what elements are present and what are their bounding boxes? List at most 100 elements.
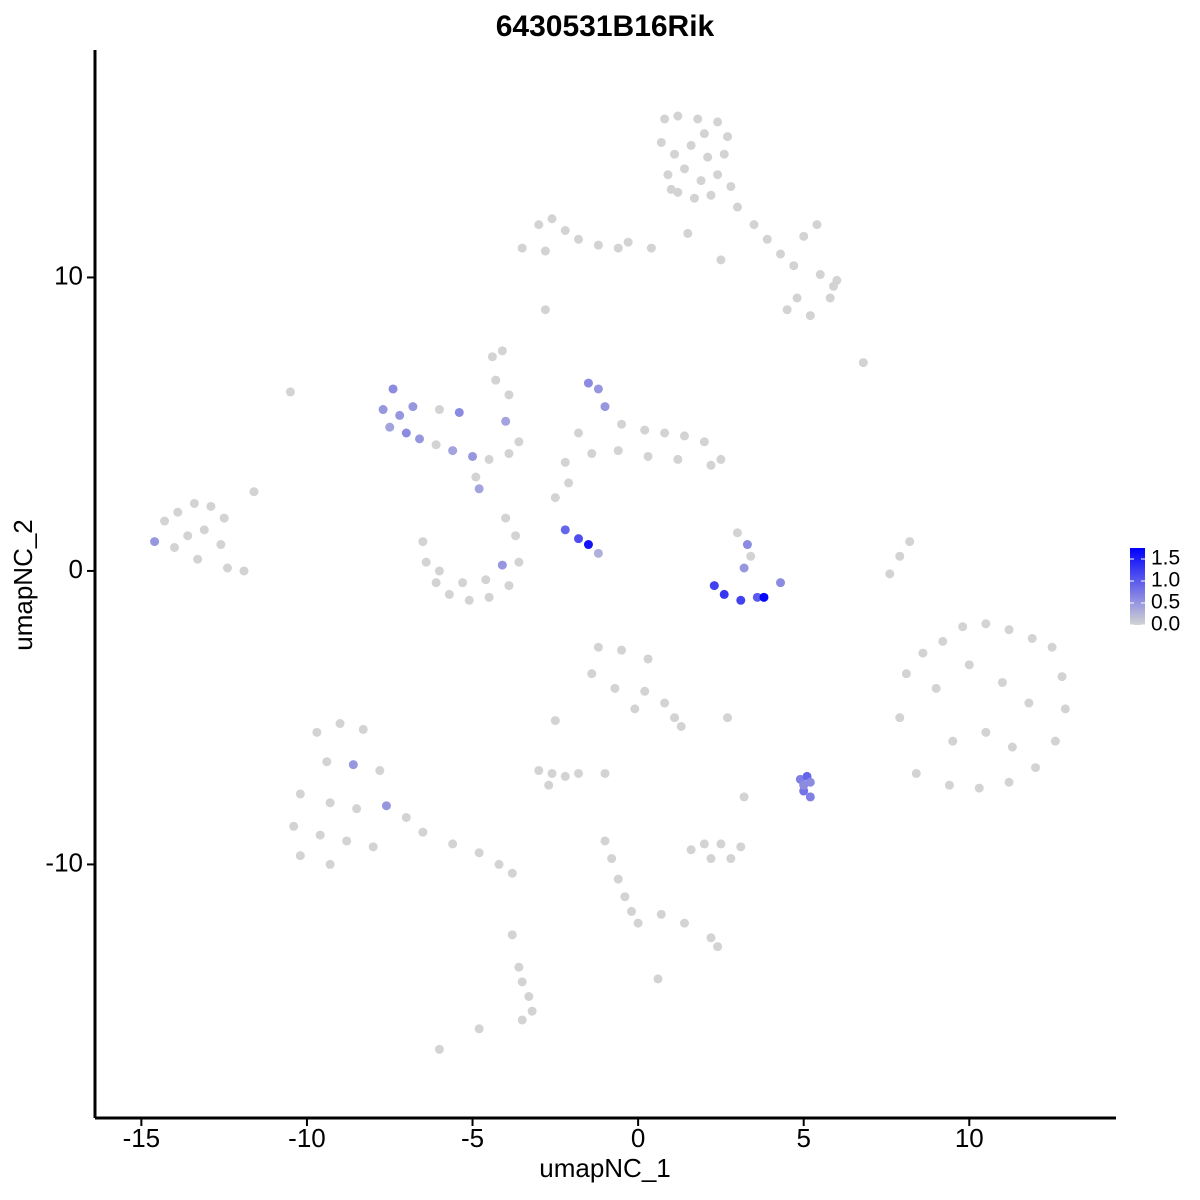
point (358, 724, 368, 734)
point (395, 410, 405, 420)
point (434, 405, 444, 415)
point (623, 237, 633, 247)
point (739, 792, 749, 802)
point (547, 214, 557, 224)
point (564, 478, 574, 488)
point (375, 766, 385, 776)
point (719, 149, 729, 159)
point (739, 563, 749, 573)
point (789, 261, 799, 271)
point (742, 540, 752, 550)
point (474, 1024, 484, 1034)
point (792, 293, 802, 303)
chart-title: 6430531B16Rik (496, 10, 715, 43)
point (593, 548, 603, 558)
point (660, 428, 670, 438)
point (315, 830, 325, 840)
y-axis-label: umapNC_2 (8, 519, 38, 651)
point (491, 375, 501, 385)
point (448, 446, 458, 456)
point (408, 402, 418, 412)
point (613, 446, 623, 456)
point (335, 719, 345, 729)
point (434, 1044, 444, 1054)
point (504, 581, 514, 591)
point (653, 974, 663, 984)
colorbar-tick-label: 0.0 (1151, 613, 1180, 636)
point (713, 117, 723, 127)
point (610, 683, 620, 693)
point (385, 422, 395, 432)
point (431, 578, 441, 588)
point (885, 569, 895, 579)
x-tick-label: -15 (123, 1123, 161, 1153)
point (607, 854, 617, 864)
point (706, 190, 716, 200)
colorbar-tick-label: 1.0 (1151, 569, 1180, 592)
point (544, 780, 554, 790)
point (574, 534, 584, 544)
point (514, 437, 524, 447)
point (249, 487, 259, 497)
point (643, 654, 653, 664)
point (448, 839, 458, 849)
point (481, 575, 491, 585)
point (620, 892, 630, 902)
point (574, 428, 584, 438)
point (799, 231, 809, 241)
point (716, 255, 726, 265)
point (550, 716, 560, 726)
point (752, 592, 762, 602)
point (656, 909, 666, 919)
point (958, 622, 968, 632)
point (468, 451, 478, 461)
point (736, 842, 746, 852)
point (918, 648, 928, 658)
point (312, 727, 322, 737)
point (517, 977, 527, 987)
point (706, 854, 716, 864)
point (418, 827, 428, 837)
point (679, 918, 689, 928)
point (716, 839, 726, 849)
point (696, 176, 706, 186)
point (219, 513, 229, 523)
point (1004, 777, 1014, 787)
point (630, 704, 640, 714)
point (458, 578, 468, 588)
point (686, 845, 696, 855)
point (805, 311, 815, 321)
point (484, 592, 494, 602)
y-tick-label: 0 (69, 554, 83, 584)
point (415, 434, 425, 444)
point (295, 851, 305, 861)
point (726, 181, 736, 191)
point (193, 554, 203, 564)
point (805, 792, 815, 802)
point (295, 789, 305, 799)
point (686, 140, 696, 150)
point (388, 384, 398, 394)
point (660, 114, 670, 124)
point (484, 454, 494, 464)
point (524, 991, 534, 1001)
point (600, 836, 610, 846)
point (776, 249, 786, 259)
x-tick-label: -5 (461, 1123, 484, 1153)
point (381, 801, 391, 811)
point (169, 542, 179, 552)
point (600, 768, 610, 778)
point (1060, 704, 1070, 714)
point (587, 449, 597, 459)
point (832, 275, 842, 285)
point (421, 557, 431, 567)
point (527, 1006, 537, 1016)
point (471, 472, 481, 482)
y-tick-label: 10 (54, 260, 83, 290)
point (501, 416, 511, 426)
point (895, 713, 905, 723)
point (732, 202, 742, 212)
point (1031, 763, 1041, 773)
point (633, 918, 643, 928)
point (574, 768, 584, 778)
